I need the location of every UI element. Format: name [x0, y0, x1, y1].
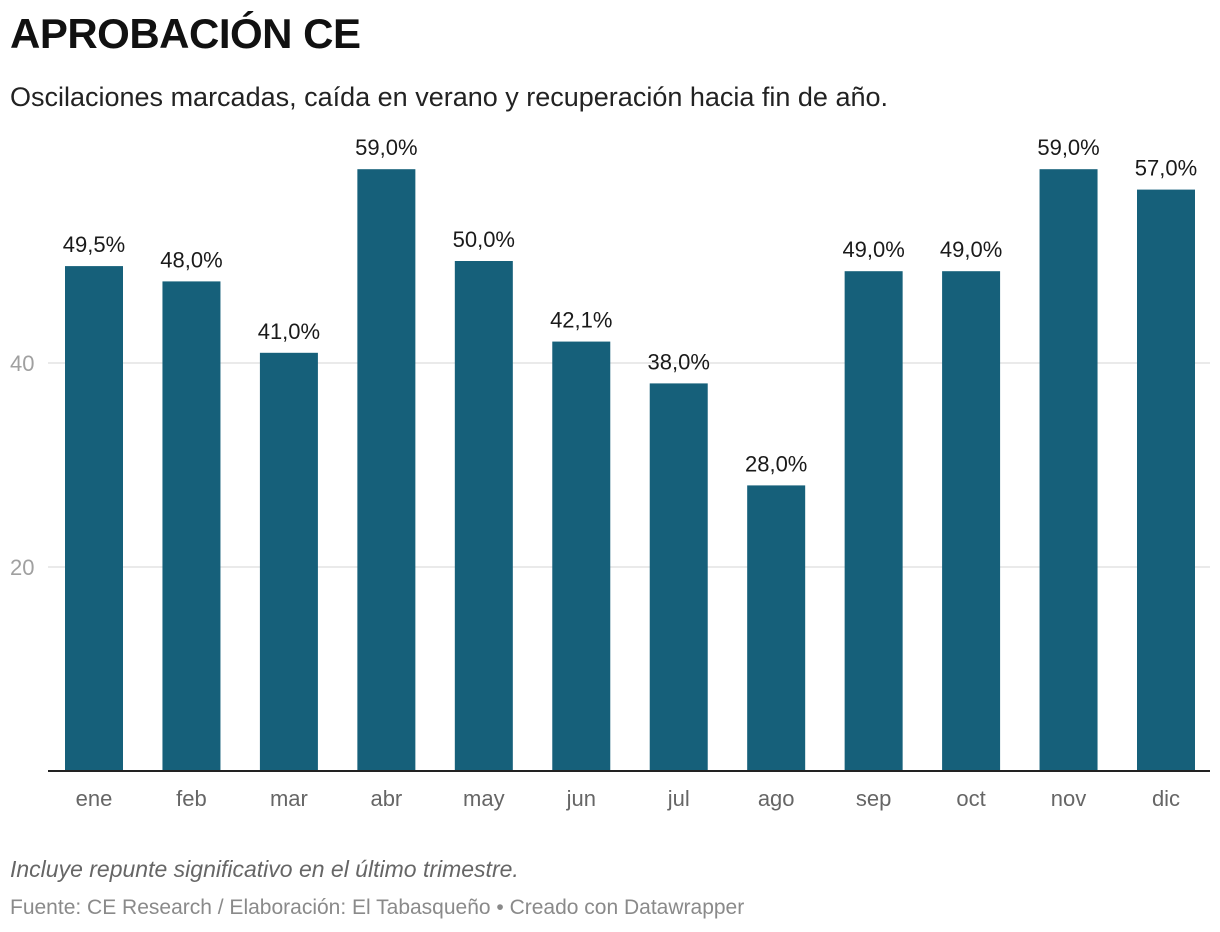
data-label-jul: 38,0%: [648, 349, 710, 374]
data-label-ene: 49,5%: [63, 232, 125, 257]
x-tick-label-sep: sep: [856, 786, 891, 811]
x-tick-label-jun: jun: [566, 786, 596, 811]
bar-mar: [259, 352, 318, 771]
data-label-may: 50,0%: [453, 227, 515, 252]
bar-dic: [1137, 189, 1195, 772]
chart-note: Incluye repunte significativo en el últi…: [10, 856, 519, 882]
bar-jun: [552, 341, 611, 771]
bar-jul: [649, 383, 708, 771]
data-label-mar: 41,0%: [258, 319, 320, 344]
data-label-nov: 59,0%: [1037, 135, 1099, 160]
x-tick-label-oct: oct: [956, 786, 985, 811]
x-tick-label-ene: ene: [76, 786, 113, 811]
data-label-ago: 28,0%: [745, 451, 807, 476]
x-tick-label-dic: dic: [1152, 786, 1180, 811]
x-tick-label-mar: mar: [270, 786, 308, 811]
chart-subtitle: Oscilaciones marcadas, caída en verano y…: [10, 82, 889, 112]
bar-feb: [162, 281, 221, 771]
data-label-oct: 49,0%: [940, 237, 1002, 262]
bar-sep: [844, 271, 903, 771]
data-label-jun: 42,1%: [550, 308, 612, 333]
data-label-abr: 59,0%: [355, 135, 417, 160]
x-tick-label-ago: ago: [758, 786, 795, 811]
x-tick-label-feb: feb: [176, 786, 207, 811]
bar-abr: [357, 169, 416, 771]
x-tick-label-may: may: [463, 786, 505, 811]
data-label-dic: 57,0%: [1135, 156, 1197, 181]
bar-ago: [747, 485, 806, 771]
data-label-sep: 49,0%: [842, 237, 904, 262]
x-tick-label-jul: jul: [667, 786, 690, 811]
x-tick-label-abr: abr: [370, 786, 402, 811]
bar-nov: [1039, 169, 1098, 771]
bar-may: [454, 261, 513, 771]
x-tick-label-nov: nov: [1051, 786, 1086, 811]
bar-ene: [65, 266, 123, 771]
y-tick-label-20: 20: [10, 555, 34, 580]
chart-title: APROBACIÓN CE: [10, 10, 361, 57]
data-label-feb: 48,0%: [160, 247, 222, 272]
chart-source: Fuente: CE Research / Elaboración: El Ta…: [10, 896, 745, 919]
bar-oct: [942, 271, 1001, 771]
y-tick-label-40: 40: [10, 351, 34, 376]
